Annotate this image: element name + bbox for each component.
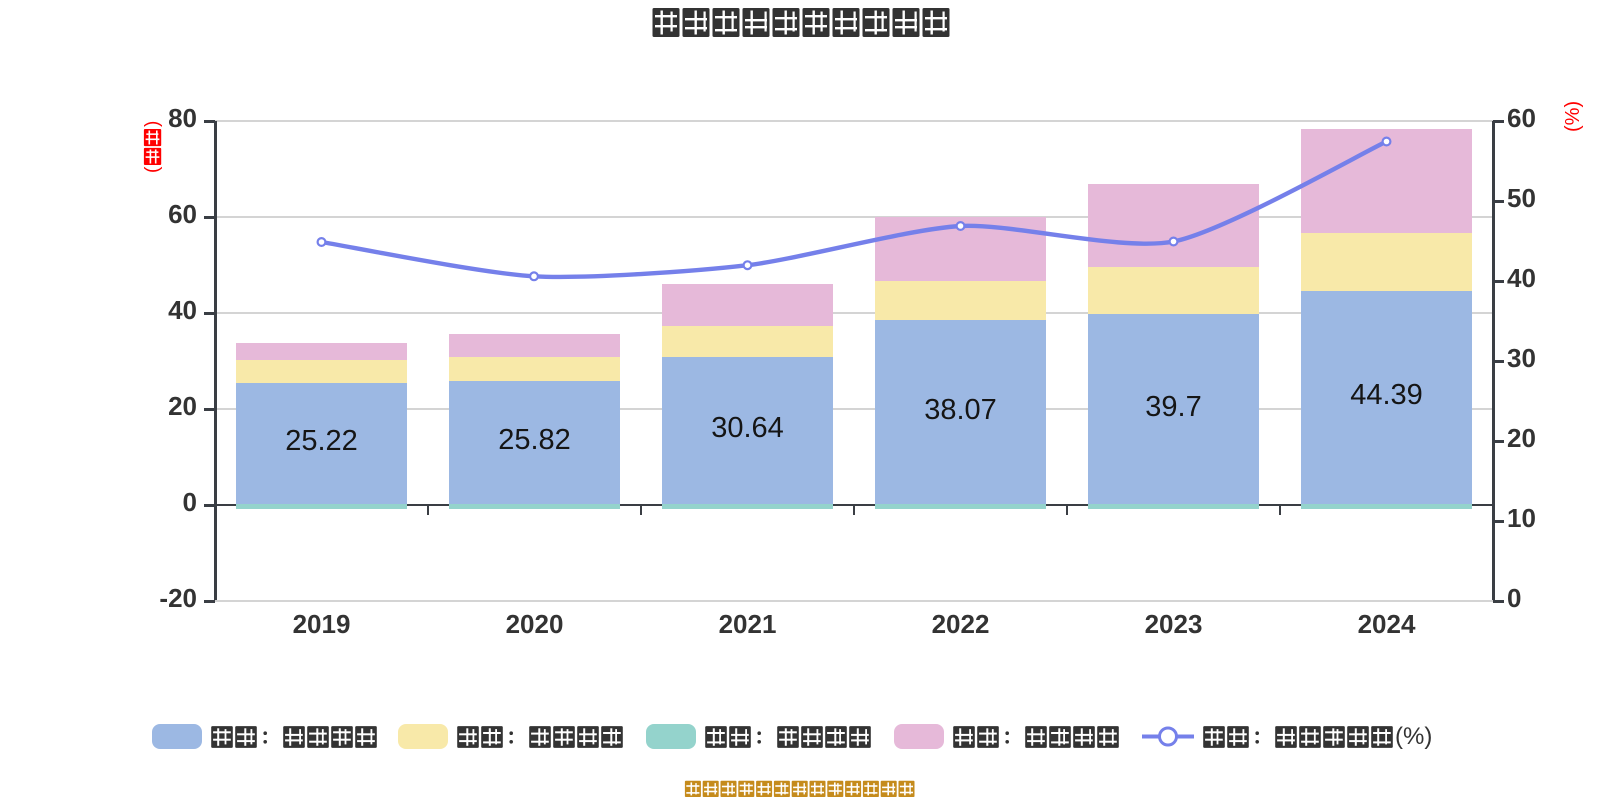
svg-text:(%): (%) [1562,102,1584,132]
svg-text:(%): (%) [1395,725,1432,749]
svg-text:(: ( [142,166,163,173]
svg-text:): ) [142,121,163,127]
